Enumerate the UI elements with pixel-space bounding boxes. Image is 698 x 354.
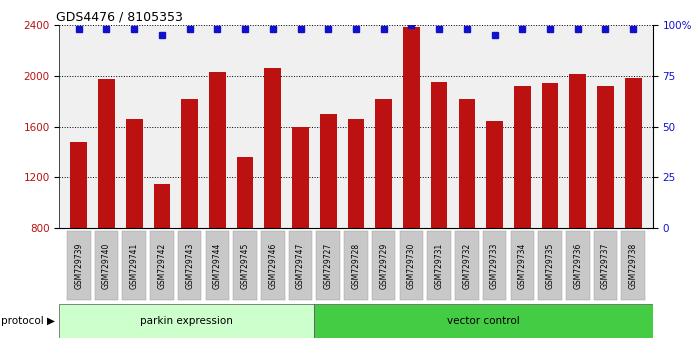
Bar <box>209 72 225 330</box>
FancyBboxPatch shape <box>261 231 285 300</box>
FancyBboxPatch shape <box>372 231 396 300</box>
Text: GSM729739: GSM729739 <box>74 242 83 289</box>
Bar <box>348 119 364 330</box>
FancyBboxPatch shape <box>594 231 617 300</box>
Bar <box>431 82 447 330</box>
Text: GSM729738: GSM729738 <box>629 242 638 289</box>
FancyBboxPatch shape <box>67 231 91 300</box>
Text: GSM729743: GSM729743 <box>185 242 194 289</box>
Text: GSM729740: GSM729740 <box>102 242 111 289</box>
Bar <box>154 184 170 330</box>
FancyBboxPatch shape <box>95 231 118 300</box>
FancyBboxPatch shape <box>289 231 312 300</box>
Text: GSM729730: GSM729730 <box>407 242 416 289</box>
FancyBboxPatch shape <box>427 231 451 300</box>
FancyBboxPatch shape <box>538 231 562 300</box>
Bar <box>597 86 614 330</box>
Text: GSM729745: GSM729745 <box>241 242 250 289</box>
Bar <box>320 114 336 330</box>
FancyBboxPatch shape <box>233 231 257 300</box>
Text: GSM729736: GSM729736 <box>573 242 582 289</box>
Text: GDS4476 / 8105353: GDS4476 / 8105353 <box>57 11 184 24</box>
FancyBboxPatch shape <box>316 231 340 300</box>
FancyBboxPatch shape <box>122 231 146 300</box>
Text: GSM729731: GSM729731 <box>435 242 444 289</box>
Text: GSM729741: GSM729741 <box>130 242 139 289</box>
Text: GSM729742: GSM729742 <box>158 242 166 289</box>
Text: protocol ▶: protocol ▶ <box>1 316 55 326</box>
Text: GSM729737: GSM729737 <box>601 242 610 289</box>
Bar <box>126 119 142 330</box>
Text: GSM729727: GSM729727 <box>324 242 333 289</box>
Bar <box>514 86 530 330</box>
Bar <box>265 68 281 330</box>
FancyBboxPatch shape <box>59 304 313 338</box>
FancyBboxPatch shape <box>344 231 368 300</box>
Bar <box>625 78 641 330</box>
Text: GSM729735: GSM729735 <box>546 242 554 289</box>
FancyBboxPatch shape <box>510 231 534 300</box>
FancyBboxPatch shape <box>313 304 653 338</box>
Text: parkin expression: parkin expression <box>140 316 233 326</box>
FancyBboxPatch shape <box>566 231 590 300</box>
Text: GSM729734: GSM729734 <box>518 242 527 289</box>
Text: GSM729733: GSM729733 <box>490 242 499 289</box>
Bar <box>570 74 586 330</box>
Text: GSM729744: GSM729744 <box>213 242 222 289</box>
Bar <box>542 83 558 330</box>
Bar <box>403 27 419 330</box>
Text: GSM729747: GSM729747 <box>296 242 305 289</box>
Bar <box>98 80 114 330</box>
Bar <box>181 98 198 330</box>
Bar <box>237 157 253 330</box>
Bar <box>459 98 475 330</box>
FancyBboxPatch shape <box>178 231 202 300</box>
FancyBboxPatch shape <box>455 231 479 300</box>
Text: vector control: vector control <box>447 316 519 326</box>
Text: GSM729729: GSM729729 <box>379 242 388 289</box>
FancyBboxPatch shape <box>483 231 506 300</box>
Bar <box>70 142 87 330</box>
FancyBboxPatch shape <box>150 231 174 300</box>
FancyBboxPatch shape <box>400 231 423 300</box>
Text: GSM729732: GSM729732 <box>462 242 471 289</box>
Bar <box>376 98 392 330</box>
Bar <box>487 121 503 330</box>
Text: GSM729728: GSM729728 <box>352 242 360 289</box>
Text: GSM729746: GSM729746 <box>268 242 277 289</box>
Bar <box>292 127 309 330</box>
FancyBboxPatch shape <box>621 231 645 300</box>
FancyBboxPatch shape <box>206 231 229 300</box>
